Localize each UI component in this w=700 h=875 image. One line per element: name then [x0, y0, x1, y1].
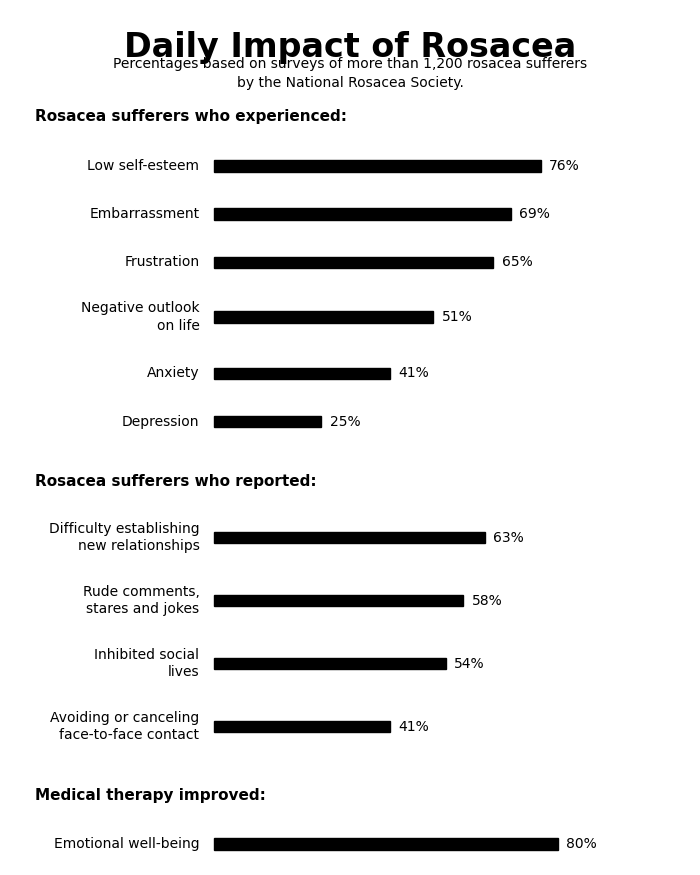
Text: 25%: 25% [330, 415, 360, 429]
Bar [214, 721, 390, 732]
Text: Frustration: Frustration [125, 255, 200, 270]
Text: Daily Impact of Rosacea: Daily Impact of Rosacea [124, 31, 576, 64]
Text: 41%: 41% [398, 367, 429, 381]
Text: 41%: 41% [398, 719, 429, 733]
Text: Rude comments,
stares and jokes: Rude comments, stares and jokes [83, 585, 200, 616]
Text: Difficulty establishing
new relationships: Difficulty establishing new relationship… [49, 522, 199, 553]
Text: 76%: 76% [549, 159, 580, 173]
Text: Rosacea sufferers who experienced:: Rosacea sufferers who experienced: [35, 109, 347, 124]
Bar [214, 532, 484, 543]
Text: Medical therapy improved:: Medical therapy improved: [35, 788, 266, 802]
Bar [214, 368, 390, 379]
Text: 51%: 51% [442, 310, 472, 324]
Bar [214, 838, 558, 850]
Text: 69%: 69% [519, 207, 550, 221]
Text: Inhibited social
lives: Inhibited social lives [94, 648, 199, 679]
Text: Depression: Depression [122, 415, 200, 429]
Text: 80%: 80% [566, 837, 597, 851]
Text: Emotional well-being: Emotional well-being [54, 837, 199, 851]
Text: Anxiety: Anxiety [147, 367, 200, 381]
Text: 54%: 54% [454, 656, 485, 670]
Text: Rosacea sufferers who reported:: Rosacea sufferers who reported: [35, 474, 316, 489]
Text: Embarrassment: Embarrassment [90, 207, 200, 221]
Bar [214, 312, 433, 323]
Text: Avoiding or canceling
face-to-face contact: Avoiding or canceling face-to-face conta… [50, 711, 199, 742]
Bar [214, 416, 321, 427]
Text: 65%: 65% [502, 255, 533, 270]
Text: Percentages based on surveys of more than 1,200 rosacea sufferers
by the Nationa: Percentages based on surveys of more tha… [113, 57, 587, 90]
Text: 63%: 63% [493, 530, 524, 544]
Text: 58%: 58% [472, 593, 503, 607]
Bar [214, 595, 463, 606]
Bar [214, 208, 510, 220]
Text: Low self-esteem: Low self-esteem [88, 159, 200, 173]
Text: Negative outlook
on life: Negative outlook on life [81, 302, 200, 332]
Bar [214, 160, 540, 172]
Bar [214, 658, 446, 669]
Bar [214, 256, 494, 268]
